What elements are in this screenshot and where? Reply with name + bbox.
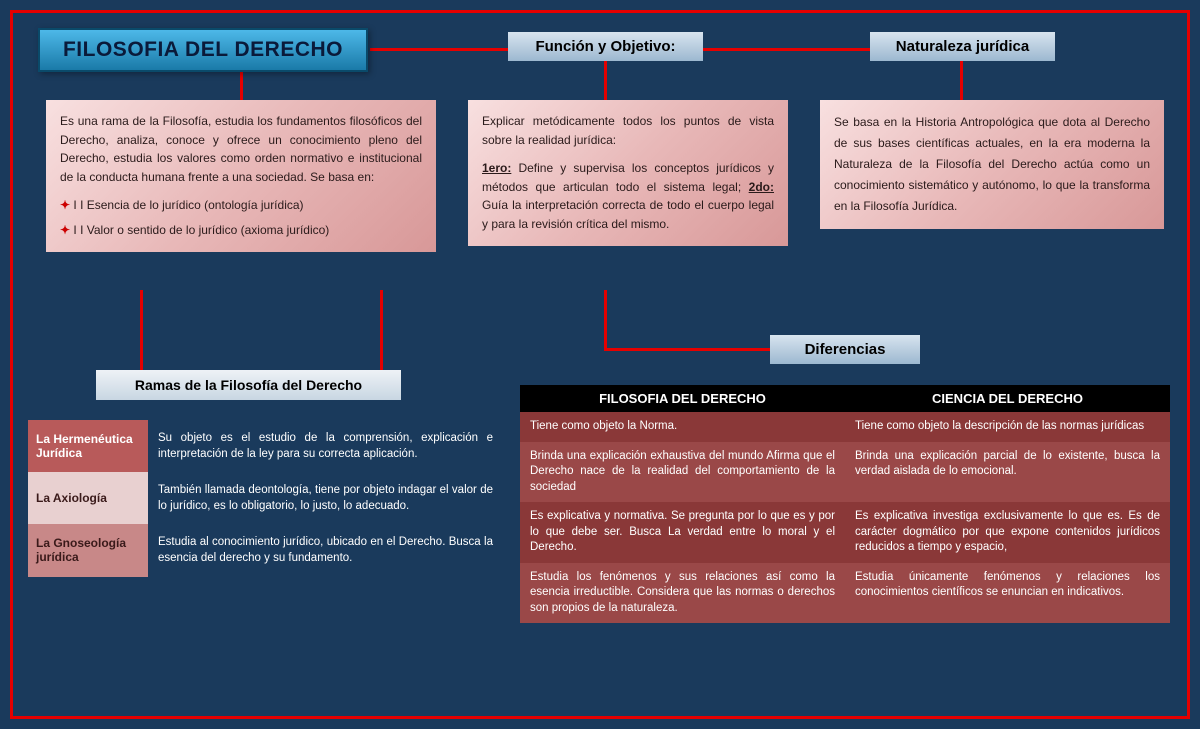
diff-header-row: FILOSOFIA DEL DERECHO CIENCIA DEL DERECH… bbox=[520, 385, 1170, 412]
header-naturaleza: Naturaleza jurídica bbox=[870, 32, 1055, 61]
rama-label-2: La Axiología bbox=[28, 472, 148, 524]
main-title: FILOSOFIA DEL DERECHO bbox=[38, 28, 368, 72]
text: 1ero: Define y supervisa los conceptos j… bbox=[482, 159, 774, 233]
bullet-2: ✦ I I Valor o sentido de lo jurídico (ax… bbox=[60, 221, 422, 240]
rama-desc-2: También llamada deontología, tiene por o… bbox=[148, 472, 503, 524]
diff-head-right: CIENCIA DEL DERECHO bbox=[845, 385, 1170, 412]
diff-cell: Brinda una explicación exhaustiva del mu… bbox=[520, 442, 845, 503]
bullet-1: ✦ I I Esencia de lo jurídico (ontología … bbox=[60, 196, 422, 215]
connector bbox=[140, 290, 143, 370]
diff-cell: Brinda una explicación parcial de lo exi… bbox=[845, 442, 1170, 503]
diff-head-left: FILOSOFIA DEL DERECHO bbox=[520, 385, 845, 412]
rama-label-1: La Hermenéutica Jurídica bbox=[28, 420, 148, 472]
diff-cell: Es explicativa investiga exclusivamente … bbox=[845, 502, 1170, 563]
connector bbox=[604, 348, 770, 351]
diff-cell: Estudia únicamente fenómenos y relacione… bbox=[845, 563, 1170, 624]
header-funcion: Función y Objetivo: bbox=[508, 32, 703, 61]
text: Explicar metódicamente todos los puntos … bbox=[482, 112, 774, 149]
ramas-title: Ramas de la Filosofía del Derecho bbox=[96, 370, 401, 400]
diff-body: Tiene como objeto la Norma. Tiene como o… bbox=[520, 412, 1170, 623]
connector bbox=[604, 290, 607, 350]
ramas-table: La Hermenéutica Jurídica Su objeto es el… bbox=[28, 420, 503, 577]
box-naturaleza: Se basa en la Historia Antropológica que… bbox=[820, 100, 1164, 229]
diff-title: Diferencias bbox=[770, 335, 920, 364]
diff-cell: Tiene como objeto la Norma. bbox=[520, 412, 845, 442]
rama-desc-3: Estudia al conocimiento jurídico, ubicad… bbox=[148, 524, 503, 576]
diff-cell: Es explicativa y normativa. Se pregunta … bbox=[520, 502, 845, 563]
box-funcion: Explicar metódicamente todos los puntos … bbox=[468, 100, 788, 246]
diff-cell: Estudia los fenómenos y sus relaciones a… bbox=[520, 563, 845, 624]
rama-desc-1: Su objeto es el estudio de la comprensió… bbox=[148, 420, 503, 472]
box-definicion: Es una rama de la Filosofía, estudia los… bbox=[46, 100, 436, 252]
diff-table: FILOSOFIA DEL DERECHO CIENCIA DEL DERECH… bbox=[520, 385, 1170, 623]
diff-cell: Tiene como objeto la descripción de las … bbox=[845, 412, 1170, 442]
connector bbox=[380, 290, 383, 370]
rama-label-3: La Gnoseología jurídica bbox=[28, 524, 148, 576]
text: Es una rama de la Filosofía, estudia los… bbox=[60, 112, 422, 186]
